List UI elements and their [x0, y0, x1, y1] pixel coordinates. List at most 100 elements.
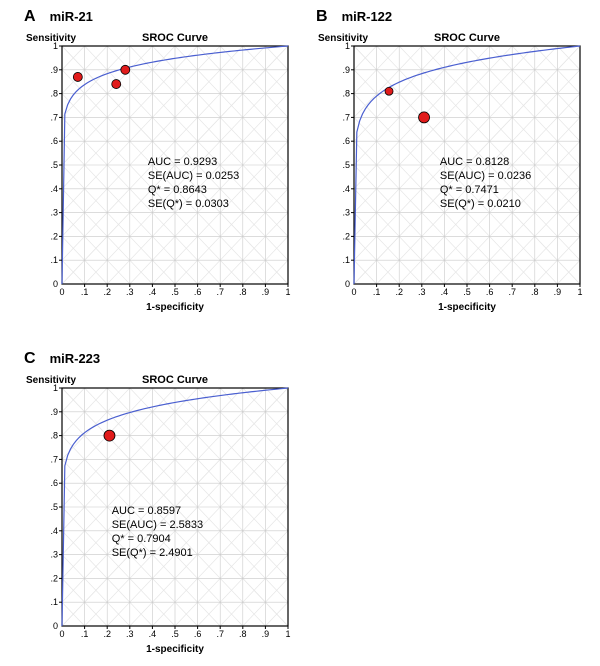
y-axis-label: Sensitivity: [318, 33, 368, 44]
stats-line: Q* = 0.7471: [440, 184, 499, 196]
stats-line: AUC = 0.8597: [112, 505, 181, 517]
panel-subtitle: miR-21: [50, 9, 93, 24]
y-tick-label: .1: [342, 255, 350, 265]
x-tick-label: 0: [59, 629, 64, 639]
y-tick-label: 1: [345, 41, 350, 51]
panel-header: BmiR-122: [316, 8, 588, 26]
x-tick-label: .4: [441, 287, 449, 297]
y-tick-label: .1: [50, 255, 58, 265]
y-tick-label: .2: [342, 231, 350, 241]
x-tick-label: .1: [373, 287, 381, 297]
sroc-chart: SROC Curve Sensitivity 1-specificity .1 .1 .2…: [24, 370, 296, 656]
stats-line: SE(AUC) = 0.0253: [148, 170, 239, 182]
y-tick-label: .4: [342, 184, 350, 194]
y-tick-label: .7: [50, 112, 58, 122]
sroc-chart: SROC CurveSensitivity1-specificity.1.1.2…: [24, 28, 296, 314]
y-tick-label: 0: [53, 621, 58, 631]
panel-label: C: [24, 350, 36, 368]
x-axis-label: 1-specificity: [146, 302, 204, 313]
x-tick-label: .3: [418, 287, 426, 297]
panel-header: AmiR-21: [24, 8, 296, 26]
x-tick-label: .2: [103, 629, 111, 639]
sroc-chart: SROC Curve Sensitivity 1-specificity .1 .1 .2…: [316, 28, 588, 314]
x-tick-label: 1: [285, 287, 290, 297]
x-tick-label: 0: [59, 287, 64, 297]
x-axis-label: 1-specificity: [438, 302, 496, 313]
y-tick-label: .3: [342, 208, 350, 218]
x-tick-label: .5: [463, 287, 471, 297]
y-tick-label: .5: [50, 160, 58, 170]
x-tick-label: .2: [103, 287, 111, 297]
stats-line: SE(Q*) = 0.0303: [148, 198, 229, 210]
x-tick-label: .5: [171, 287, 179, 297]
data-point: [385, 87, 393, 95]
y-tick-label: .5: [50, 502, 58, 512]
stats-line: Q* = 0.8643: [148, 184, 207, 196]
chart-title: SROC Curve: [142, 32, 208, 44]
x-tick-label: 0: [351, 287, 356, 297]
stats-line: Q* = 0.7904: [112, 533, 171, 545]
data-point: [112, 80, 121, 89]
y-tick-label: 0: [345, 279, 350, 289]
x-tick-label: .7: [216, 287, 224, 297]
x-tick-label: .2: [395, 287, 403, 297]
y-tick-label: 0: [53, 279, 58, 289]
panel-header: CmiR-223: [24, 350, 296, 368]
y-tick-label: 1: [53, 41, 58, 51]
panel-label: A: [24, 8, 36, 26]
panel-b: BmiR-122 SROC Curve Sensitivity 1-specifici…: [316, 8, 588, 314]
x-tick-label: .9: [262, 287, 270, 297]
y-tick-label: .9: [342, 65, 350, 75]
x-axis-label: 1-specificity: [146, 644, 204, 655]
data-point: [121, 65, 130, 74]
x-tick-label: .5: [171, 629, 179, 639]
x-tick-label: .7: [216, 629, 224, 639]
stats-line: SE(AUC) = 2.5833: [112, 519, 203, 531]
x-tick-label: .6: [194, 287, 202, 297]
y-tick-label: .2: [50, 573, 58, 583]
x-tick-label: .4: [149, 287, 157, 297]
y-tick-label: .4: [50, 526, 58, 536]
x-tick-label: .6: [194, 629, 202, 639]
data-point: [419, 112, 430, 123]
y-tick-label: .6: [50, 478, 58, 488]
x-tick-label: .8: [239, 629, 247, 639]
y-tick-label: .4: [50, 184, 58, 194]
y-tick-label: .1: [50, 597, 58, 607]
y-tick-label: .5: [342, 160, 350, 170]
y-tick-label: .8: [50, 431, 58, 441]
data-point: [73, 72, 82, 81]
y-tick-label: .7: [50, 454, 58, 464]
y-tick-label: .8: [50, 89, 58, 99]
stats-line: AUC = 0.9293: [148, 156, 217, 168]
y-axis-label: Sensitivity: [26, 375, 76, 386]
stats-line: SE(AUC) = 0.0236: [440, 170, 531, 182]
panel-subtitle: miR-223: [50, 351, 101, 366]
y-tick-label: .7: [342, 112, 350, 122]
panel-a: AmiR-21 SROC Curve Sensitivity 1-specificit…: [24, 8, 296, 314]
stats-line: AUC = 0.8128: [440, 156, 509, 168]
panel-subtitle: miR-122: [342, 9, 393, 24]
x-tick-label: 1: [285, 629, 290, 639]
y-axis-label: Sensitivity: [26, 33, 76, 44]
x-tick-label: .3: [126, 629, 134, 639]
x-tick-label: .3: [126, 287, 134, 297]
x-tick-label: .1: [81, 629, 89, 639]
y-tick-label: 1: [53, 383, 58, 393]
x-tick-label: .9: [554, 287, 562, 297]
panel-c: CmiR-223 SROC Curve Sensitivity 1-specifici…: [24, 350, 296, 656]
x-tick-label: .9: [262, 629, 270, 639]
x-tick-label: 1: [577, 287, 582, 297]
x-tick-label: .8: [531, 287, 539, 297]
stats-line: SE(Q*) = 0.0210: [440, 198, 521, 210]
x-tick-label: .4: [149, 629, 157, 639]
data-point: [104, 430, 115, 441]
x-tick-label: .6: [486, 287, 494, 297]
chart-title: SROC Curve: [434, 32, 500, 44]
y-tick-label: .6: [50, 136, 58, 146]
x-tick-label: .7: [508, 287, 516, 297]
stats-line: SE(Q*) = 2.4901: [112, 547, 193, 559]
chart-title: SROC Curve: [142, 374, 208, 386]
y-tick-label: .8: [342, 89, 350, 99]
y-tick-label: .6: [342, 136, 350, 146]
